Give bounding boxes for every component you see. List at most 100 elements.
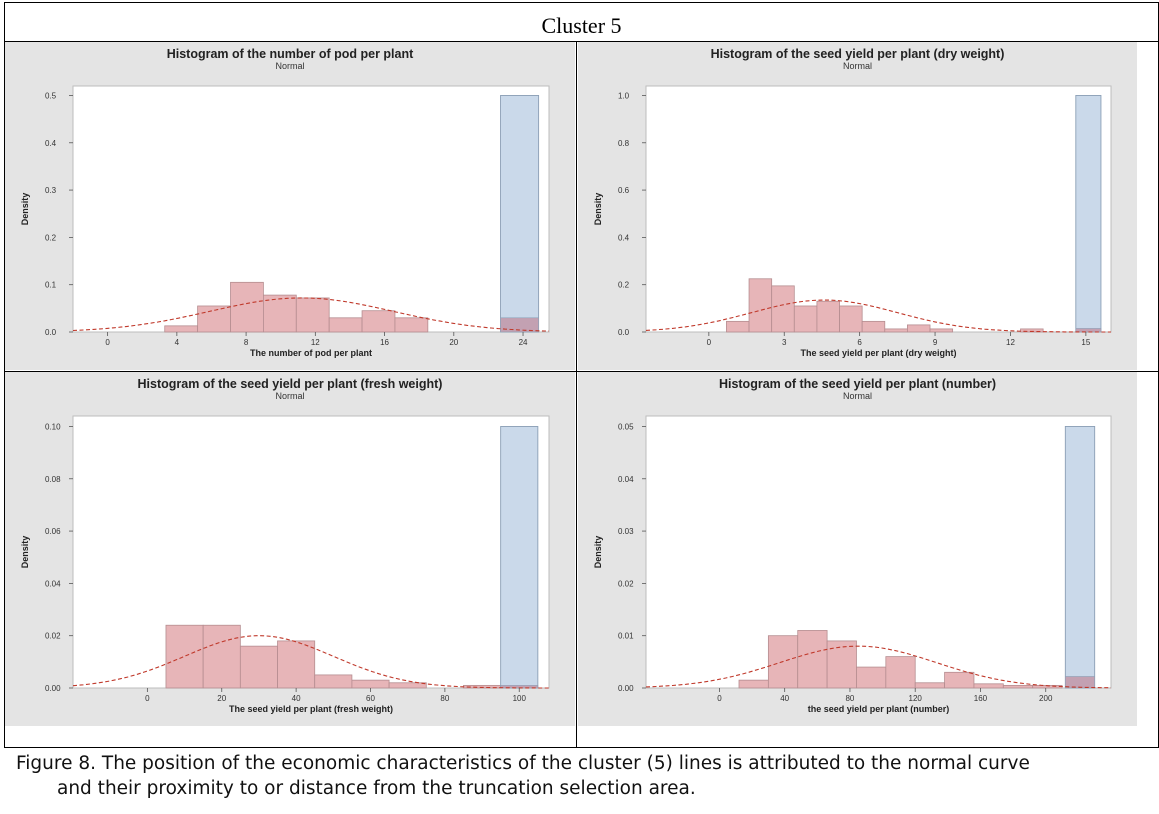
chart-panel-pods: Histogram of the number of pod per plant… — [5, 42, 575, 370]
header-divider — [4, 41, 1159, 42]
histogram-bar — [944, 671, 975, 689]
x-tick-label: 0 — [707, 338, 712, 347]
y-tick-label: 0.8 — [618, 139, 630, 148]
normal-curve — [645, 299, 1111, 333]
caption-line-1: Figure 8. The position of the economic c… — [16, 753, 1030, 774]
histogram-bar — [351, 679, 390, 689]
y-tick-label: 0.4 — [45, 139, 57, 148]
histogram-bar — [929, 328, 954, 333]
x-tick-label: 20 — [217, 694, 226, 703]
histogram-bar — [1002, 684, 1034, 689]
histogram-bar — [388, 682, 427, 689]
histogram-bar — [914, 682, 945, 689]
x-tick-label: 12 — [311, 338, 320, 347]
histogram-bar — [797, 630, 828, 689]
y-tick-label: 0.2 — [45, 233, 57, 242]
x-axis-label: the seed yield per plant (number) — [808, 704, 950, 714]
y-tick-label: 0.00 — [618, 684, 634, 693]
caption-line-2: and their proximity to or distance from … — [57, 778, 696, 799]
x-tick-label: 80 — [440, 694, 449, 703]
chart-subtitle: Normal — [843, 391, 872, 401]
chart-subtitle: Normal — [843, 61, 872, 71]
x-tick-label: 60 — [366, 694, 375, 703]
y-tick-label: 0.3 — [45, 186, 57, 195]
cluster-header: Cluster 5 — [541, 13, 622, 38]
x-tick-label: 40 — [780, 694, 789, 703]
histogram-bar — [1020, 328, 1044, 333]
y-tick-label: 0.08 — [45, 475, 61, 484]
histogram-bar — [816, 300, 840, 333]
y-tick-label: 0.04 — [45, 579, 61, 588]
y-axis-label: Density — [593, 193, 603, 226]
x-tick-label: 0 — [145, 694, 150, 703]
x-tick-label: 40 — [292, 694, 301, 703]
histogram-bar — [856, 666, 887, 689]
histogram-bar — [394, 317, 429, 333]
x-tick-label: 12 — [1006, 338, 1015, 347]
y-tick-label: 0.00 — [45, 684, 61, 693]
column-divider — [576, 41, 577, 748]
histogram-bar — [239, 645, 278, 689]
x-tick-label: 20 — [449, 338, 458, 347]
y-tick-label: 0.4 — [618, 233, 630, 242]
x-tick-label: 15 — [1081, 338, 1090, 347]
y-tick-label: 0.04 — [618, 475, 634, 484]
histogram-bar — [973, 683, 1004, 689]
x-tick-label: 6 — [857, 338, 862, 347]
x-tick-label: 100 — [513, 694, 527, 703]
histogram-bar — [361, 310, 396, 333]
y-axis-label: Density — [593, 536, 603, 569]
normal-curve — [72, 297, 550, 332]
x-tick-label: 0 — [717, 694, 722, 703]
x-tick-label: 8 — [244, 338, 249, 347]
x-tick-label: 4 — [175, 338, 180, 347]
x-tick-label: 200 — [1039, 694, 1053, 703]
histogram-bar — [165, 624, 204, 689]
y-tick-label: 0.10 — [45, 422, 61, 431]
chart-title: Histogram of the number of pod per plant — [167, 47, 414, 61]
y-tick-label: 0.06 — [45, 527, 61, 536]
y-tick-label: 0.05 — [618, 422, 634, 431]
chart-title: Histogram of the seed yield per plant (d… — [711, 47, 1005, 61]
histogram-bar — [884, 328, 908, 333]
x-tick-label: 120 — [909, 694, 923, 703]
histogram-bar — [793, 305, 818, 333]
y-tick-label: 0.02 — [618, 579, 634, 588]
histogram-bar — [202, 624, 241, 689]
normal-curve — [72, 635, 549, 689]
histogram-bar — [328, 317, 363, 333]
y-tick-label: 0.2 — [618, 281, 630, 290]
x-tick-label: 24 — [519, 338, 528, 347]
figure-caption: Figure 8. The position of the economic c… — [16, 751, 1146, 801]
y-tick-label: 0.5 — [45, 91, 57, 100]
histogram-bar — [295, 297, 330, 333]
histogram-bar — [907, 324, 931, 333]
x-tick-label: 3 — [782, 338, 787, 347]
y-tick-label: 0.1 — [45, 281, 57, 290]
truncation-bar — [500, 95, 540, 333]
truncation-overlap-bar — [1065, 676, 1095, 689]
histogram-bar — [767, 635, 799, 689]
chart-title: Histogram of the seed yield per plant (n… — [719, 377, 996, 391]
histogram-bar — [726, 320, 750, 333]
x-tick-label: 80 — [845, 694, 854, 703]
y-tick-label: 1.0 — [618, 91, 630, 100]
histogram-bar — [164, 325, 199, 333]
truncation-bar — [1064, 426, 1096, 689]
histogram-bar — [748, 278, 773, 333]
histogram-bar — [197, 305, 231, 333]
row-divider — [4, 371, 1159, 372]
chart-panel-number: Histogram of the seed yield per plant (n… — [578, 372, 1137, 726]
chart-title: Histogram of the seed yield per plant (f… — [138, 377, 443, 391]
y-tick-label: 0.0 — [45, 328, 57, 337]
truncation-overlap-bar — [500, 317, 539, 333]
chart-panel-fresh-weight: Histogram of the seed yield per plant (f… — [5, 372, 575, 726]
x-tick-label: 160 — [974, 694, 988, 703]
x-axis-label: The number of pod per plant — [250, 348, 372, 358]
truncation-bar — [500, 426, 539, 689]
chart-subtitle: Normal — [275, 391, 304, 401]
x-axis-label: The seed yield per plant (fresh weight) — [229, 704, 393, 714]
chart-panel-dry-weight: Histogram of the seed yield per plant (d… — [578, 42, 1137, 370]
histogram-bar — [738, 679, 769, 689]
histogram-bar — [314, 674, 353, 689]
